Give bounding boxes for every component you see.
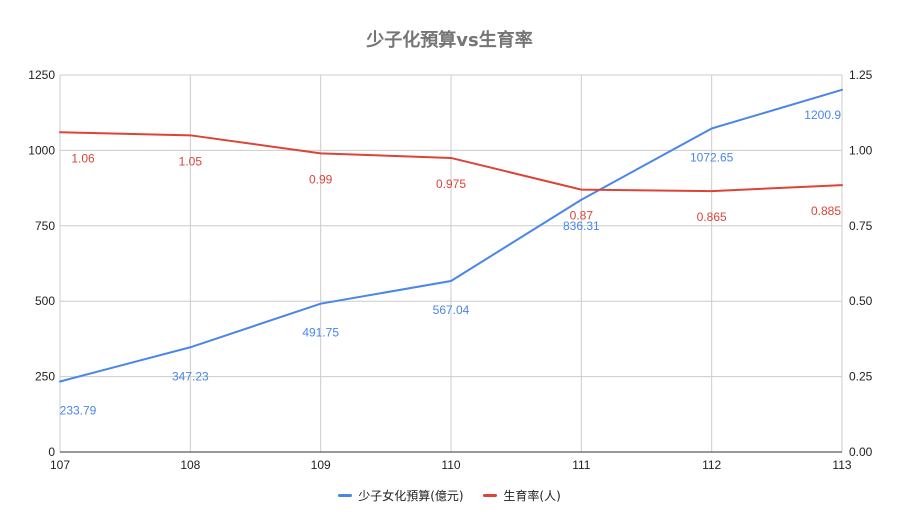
series-line-fertility	[59, 131, 843, 193]
y-right-tick-label: 0.00	[849, 445, 873, 459]
x-tick-label: 113	[832, 458, 851, 472]
legend-label-fertility: 生育率(人)	[503, 489, 561, 503]
data-label-fertility: 1.06	[71, 151, 95, 165]
legend-swatch-budget	[338, 494, 353, 497]
data-label-budget: 567.04	[433, 303, 470, 317]
y-left-tick-label: 1000	[28, 143, 55, 157]
data-label-budget: 1200.9	[804, 108, 841, 122]
data-label-budget: 836.31	[563, 219, 600, 233]
y-left-tick-label: 0	[48, 445, 55, 459]
chart-legend: 少子女化預算(億元) 生育率(人)	[0, 486, 899, 504]
data-label-fertility: 0.865	[697, 210, 727, 224]
y-left-tick-label: 1250	[28, 68, 55, 82]
data-label-fertility: 0.975	[436, 177, 466, 191]
legend-swatch-fertility	[483, 494, 498, 497]
y-right-tick-label: 1.00	[849, 143, 873, 157]
x-tick-label: 107	[50, 458, 70, 472]
data-label-fertility: 0.885	[811, 204, 841, 218]
y-left-tick-label: 500	[35, 294, 55, 308]
x-tick-label: 108	[180, 458, 200, 472]
data-label-budget: 233.79	[60, 403, 97, 417]
data-label-budget: 1072.65	[690, 150, 734, 164]
y-right-tick-label: 1.25	[849, 68, 873, 82]
x-tick-label: 112	[702, 458, 721, 472]
x-tick-label: 111	[572, 458, 591, 472]
legend-label-budget: 少子女化預算(億元)	[358, 489, 464, 503]
legend-item-budget[interactable]: 少子女化預算(億元)	[338, 487, 464, 504]
x-tick-label: 110	[441, 458, 460, 472]
data-label-budget: 347.23	[172, 369, 209, 383]
data-label-fertility: 0.99	[309, 172, 333, 186]
y-right-tick-label: 0.75	[849, 219, 873, 233]
data-label-fertility: 0.87	[570, 209, 594, 223]
chart-title: 少子化預算vs生育率	[366, 30, 533, 51]
y-right-tick-label: 0.25	[849, 370, 873, 384]
y-right-tick-label: 0.50	[849, 294, 873, 308]
y-left-tick-label: 750	[35, 219, 55, 233]
x-tick-label: 109	[311, 458, 331, 472]
series-line-budget	[59, 88, 843, 383]
legend-item-fertility[interactable]: 生育率(人)	[483, 487, 561, 504]
data-label-budget: 491.75	[302, 326, 339, 340]
data-label-fertility: 1.05	[179, 154, 203, 168]
y-left-tick-label: 250	[35, 370, 55, 384]
